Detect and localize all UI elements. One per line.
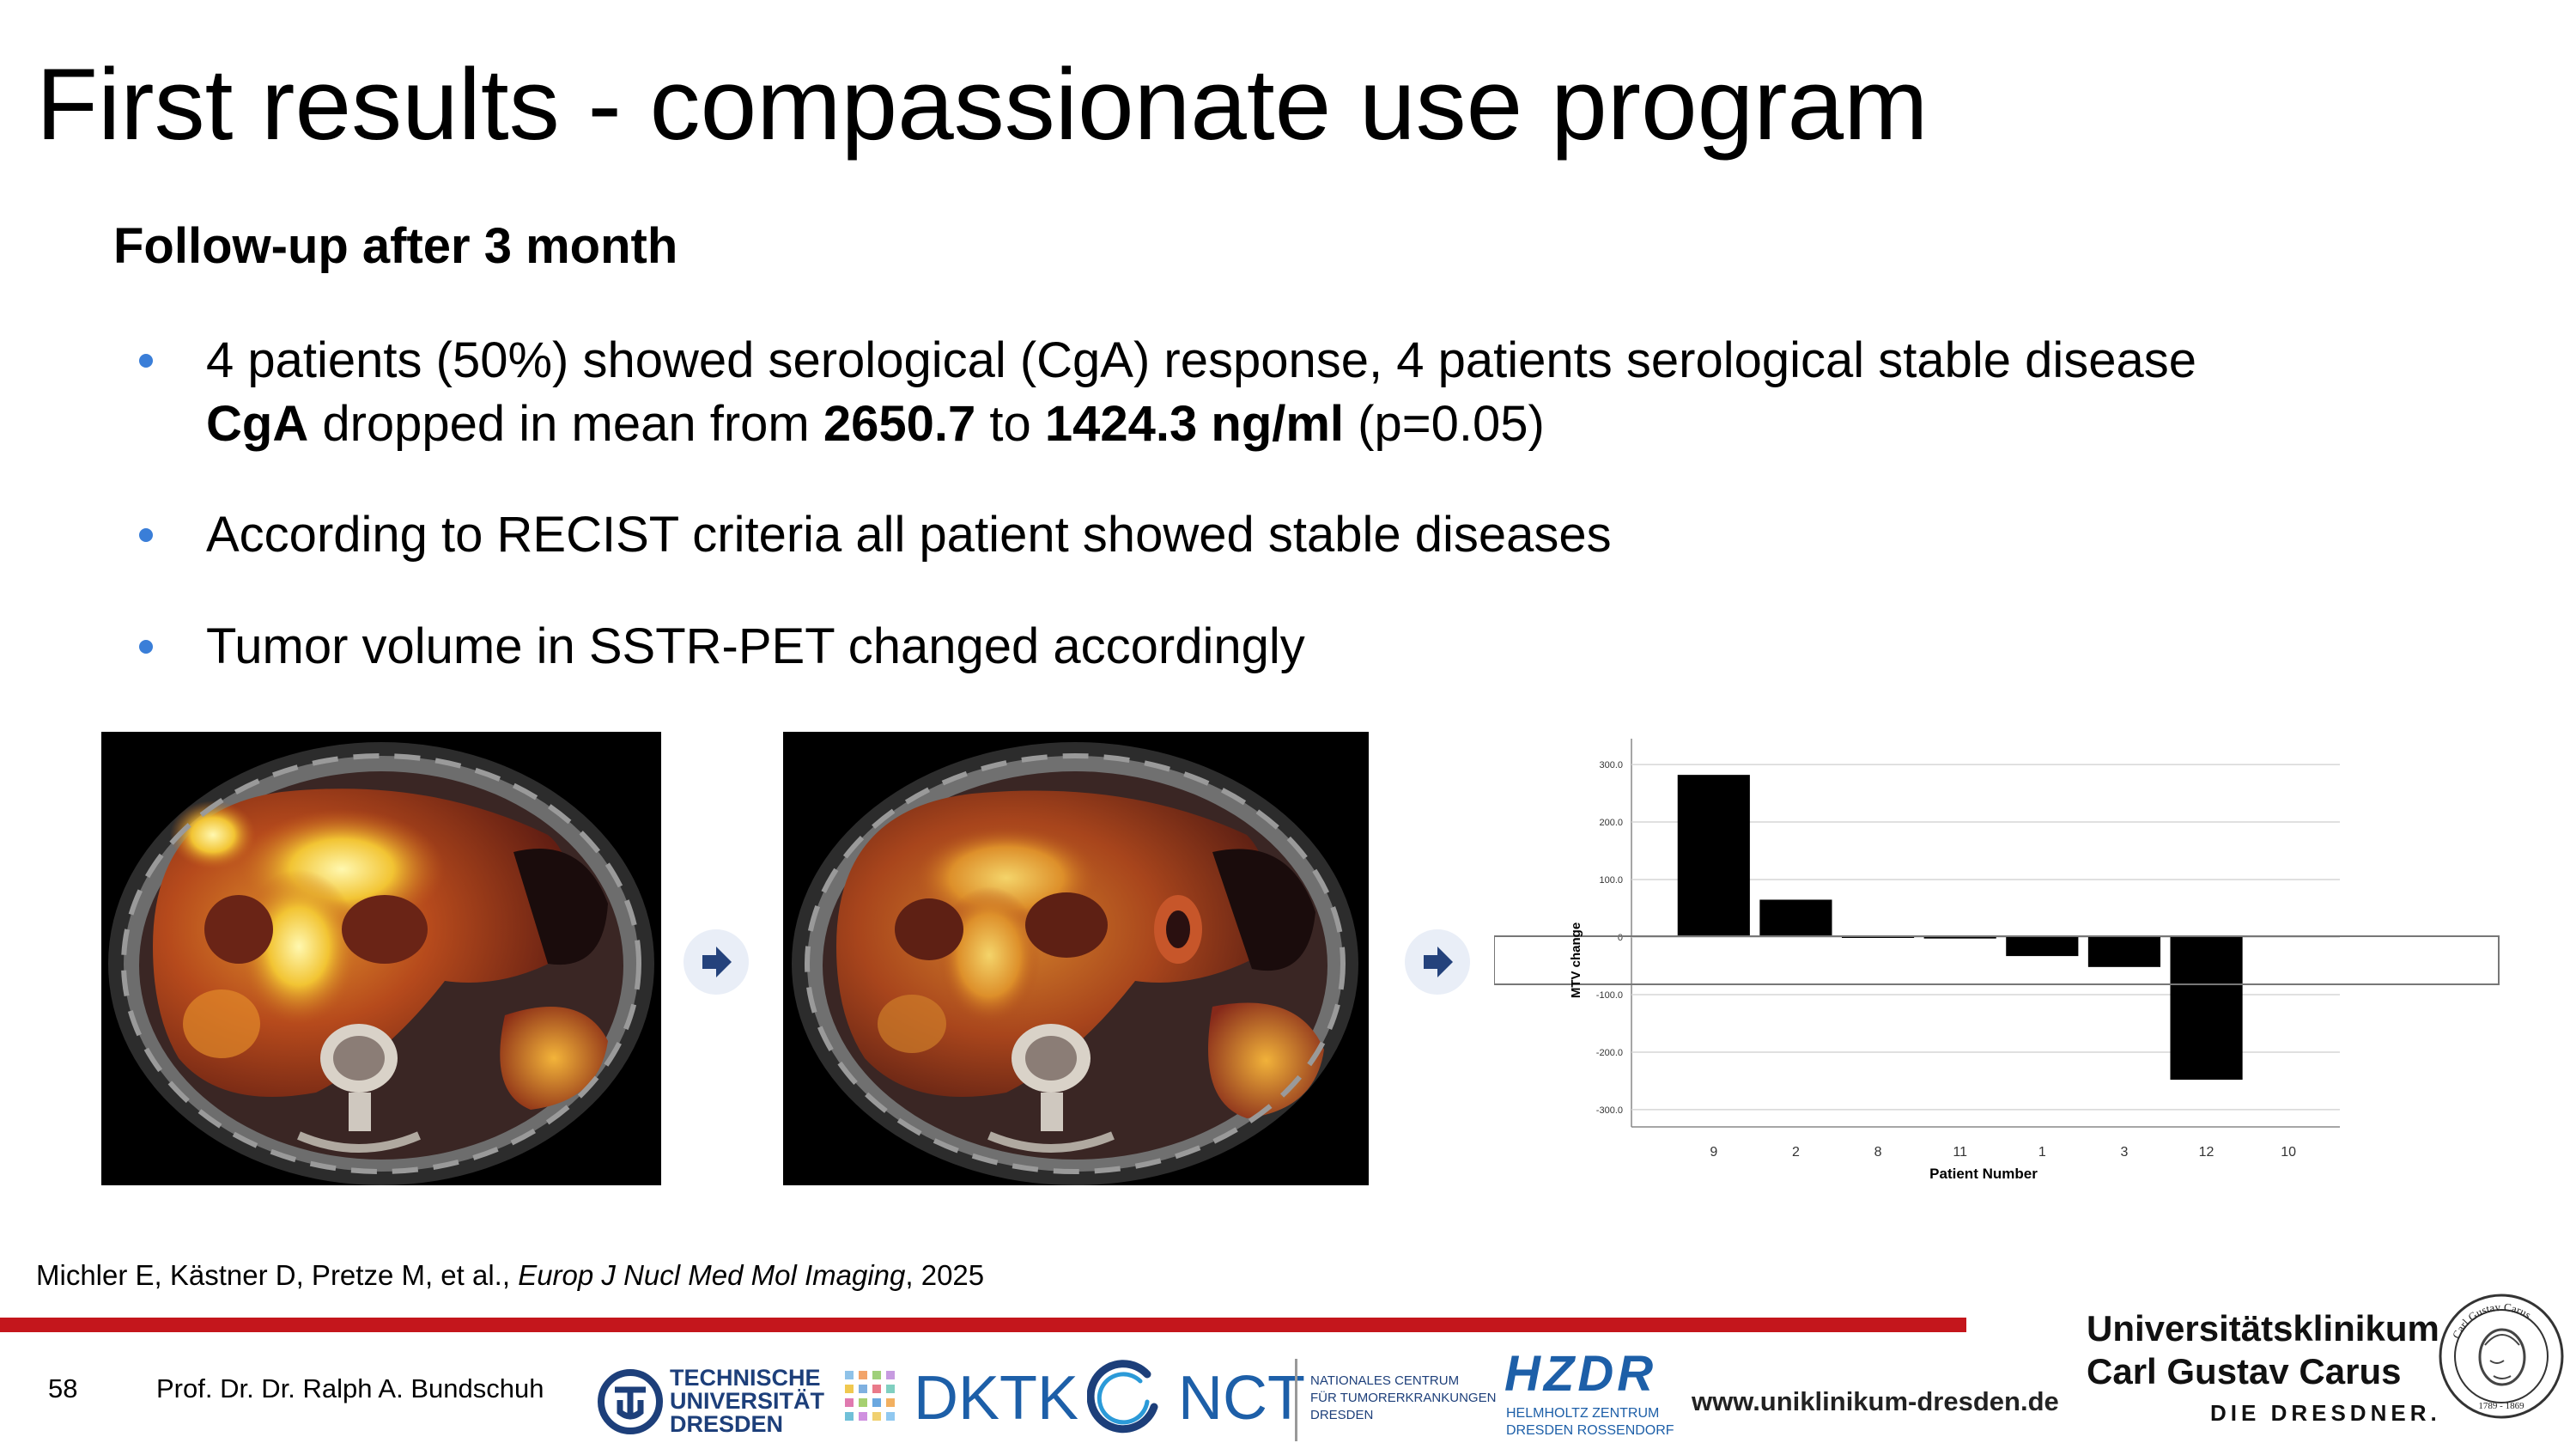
presenter-name: Prof. Dr. Dr. Ralph A. Bundschuh xyxy=(156,1373,544,1403)
chart-bar xyxy=(1923,935,1996,939)
nct-sub-line-1: NATIONALES CENTRUM xyxy=(1310,1373,1460,1388)
bullet-dot xyxy=(139,354,153,368)
nct-sub-line-3: DRESDEN xyxy=(1310,1408,1374,1422)
tud-line-2: UNIVERSITÄT xyxy=(670,1388,825,1414)
carl-gustav-carus-seal-icon: Carl Gustav Carus 1789 - 1869 xyxy=(2437,1292,2566,1421)
hzdr-sub-line-2: DRESDEN ROSSENDORF xyxy=(1506,1423,1674,1438)
uk-line-3: DIE DRESDNER. xyxy=(2210,1400,2441,1426)
nct-ring-icon xyxy=(1086,1359,1166,1438)
seal-years: 1789 - 1869 xyxy=(2478,1401,2524,1411)
chart-y-tick-label: 300.0 xyxy=(1599,760,1623,770)
bullet-dot xyxy=(139,640,153,654)
tud-line-1: TECHNISCHE xyxy=(670,1365,821,1391)
chart-y-tick-label: 0 xyxy=(1618,933,1623,943)
tu-dresden-wordmark: TECHNISCHE UNIVERSITÄT DRESDEN xyxy=(670,1367,824,1436)
chart-y-tick-label: -300.0 xyxy=(1596,1105,1623,1116)
chart-bar xyxy=(2170,937,2243,1081)
citation-year: , 2025 xyxy=(905,1259,985,1291)
uk-line-2: Carl Gustav Carus xyxy=(2087,1351,2402,1391)
tud-line-3: DRESDEN xyxy=(670,1411,784,1437)
citation-journal: Europ J Nucl Med Mol Imaging xyxy=(518,1259,906,1291)
pet-scan-followup-image xyxy=(783,732,1369,1185)
bullet-1-line-1: 4 patients (50%) showed serological (CgA… xyxy=(206,332,2197,388)
bullet-1-text-a: dropped in mean from xyxy=(308,396,823,452)
citation: Michler E, Kästner D, Pretze M, et al., … xyxy=(36,1257,984,1294)
chart-x-tick-label: 10 xyxy=(2281,1145,2296,1160)
arrow-right-icon xyxy=(683,929,749,995)
pet-scan-baseline-image xyxy=(101,732,661,1185)
bullet-1-bold-cga: CgA xyxy=(206,396,309,452)
chart-x-tick-label: 2 xyxy=(1792,1145,1800,1160)
chart-y-tick-label: -200.0 xyxy=(1596,1048,1623,1058)
chart-x-tick-label: 9 xyxy=(1710,1145,1717,1160)
bullet-1-bold-after: 1424.3 ng/ml xyxy=(1044,396,1345,452)
bullet-1-bold-before: 2650.7 xyxy=(823,396,976,452)
bullet-1-text-c: (p=0.05) xyxy=(1344,396,1545,452)
dktk-wordmark: DKTK xyxy=(914,1364,1079,1433)
logo-divider xyxy=(1295,1359,1297,1441)
nct-wordmark: NCT xyxy=(1178,1364,1305,1433)
nct-sub-line-2: FÜR TUMORERKRANKUNGEN xyxy=(1310,1391,1497,1405)
website-link[interactable]: www.uniklinikum-dresden.de xyxy=(1692,1386,2059,1416)
slide-title: First results - compassionate use progra… xyxy=(36,48,1929,161)
bullet-dot xyxy=(139,528,153,542)
chart-y-tick-label: 100.0 xyxy=(1599,875,1623,886)
chart-x-tick-label: 1 xyxy=(2038,1145,2046,1160)
chart-y-tick-label: -100.0 xyxy=(1596,990,1623,1001)
hzdr-wordmark: HZDR xyxy=(1504,1346,1657,1402)
dktk-dots-icon xyxy=(845,1371,898,1424)
slide-subtitle: Follow-up after 3 month xyxy=(113,218,678,274)
hzdr-sub-line-1: HELMHOLTZ ZENTRUM xyxy=(1506,1406,1660,1421)
chart-x-tick-label: 12 xyxy=(2199,1145,2215,1160)
chart-bar xyxy=(1759,899,1832,937)
chart-bar xyxy=(1677,775,1750,937)
page-number: 58 xyxy=(48,1373,78,1403)
chart-x-tick-label: 3 xyxy=(2120,1145,2128,1160)
chart-bar xyxy=(2087,937,2161,967)
bullet-3: Tumor volume in SSTR-PET changed accordi… xyxy=(206,618,1305,674)
chart-x-tick-label: 8 xyxy=(1874,1145,1882,1160)
chart-x-tick-label: 11 xyxy=(1953,1145,1967,1160)
citation-authors: Michler E, Kästner D, Pretze M, et al., xyxy=(36,1259,519,1291)
bullet-1-text-b: to xyxy=(975,396,1045,452)
tu-dresden-logo-icon xyxy=(596,1367,665,1436)
bullet-1-line-2: CgA dropped in mean from 2650.7 to 1424.… xyxy=(206,393,1545,456)
chart-y-axis-label: MTV change xyxy=(1569,922,1583,998)
bullet-2: According to RECIST criteria all patient… xyxy=(206,507,1612,563)
uk-line-1: Universitätsklinikum xyxy=(2087,1308,2439,1349)
chart-y-tick-label: 200.0 xyxy=(1599,818,1623,828)
highlight-box xyxy=(1494,935,2500,985)
footer-accent-bar xyxy=(0,1318,1966,1332)
chart-x-axis-label: Patient Number xyxy=(1929,1166,2038,1182)
nct-subtitle: NATIONALES CENTRUM FÜR TUMORERKRANKUNGEN… xyxy=(1310,1373,1496,1424)
arrow-right-icon xyxy=(1405,929,1470,995)
hzdr-subtitle: HELMHOLTZ ZENTRUM DRESDEN ROSSENDORF xyxy=(1506,1405,1674,1440)
chart-bar xyxy=(2006,937,2079,957)
